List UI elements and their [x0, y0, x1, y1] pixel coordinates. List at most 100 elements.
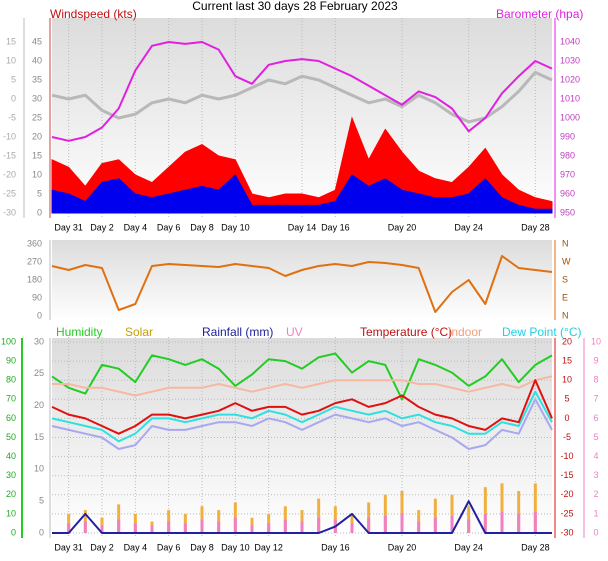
legend-label: Temperature (°C)	[360, 325, 452, 339]
x-tick-label: Day 20	[388, 542, 417, 552]
y-tick-label: 45	[32, 36, 42, 46]
bar	[250, 525, 254, 533]
y-tick-label: 1040	[560, 36, 580, 46]
bar	[283, 519, 287, 533]
y-tick-label: 100	[1, 336, 16, 346]
bar	[433, 517, 437, 533]
y-tick-label: S	[562, 274, 568, 284]
y-tick-label: 20	[6, 489, 16, 499]
y-tick-label: 15	[6, 36, 16, 46]
bar	[133, 523, 137, 533]
y-tick-label: E	[562, 292, 568, 302]
bar	[267, 523, 271, 533]
y-tick-label: 10	[562, 375, 572, 385]
bar	[483, 487, 487, 533]
y-tick-label: -25	[560, 508, 573, 518]
bar	[300, 521, 304, 533]
bar	[483, 513, 487, 533]
y-tick-label: 25	[34, 368, 44, 378]
y-tick-label: 1020	[560, 74, 580, 84]
y-tick-label: 360	[27, 238, 42, 248]
line	[52, 375, 553, 397]
y-tick-label: 15	[562, 355, 572, 365]
y-tick-label: 10	[591, 336, 601, 346]
x-tick-label: Day 28	[521, 222, 550, 232]
y-tick-label: 20	[34, 400, 44, 410]
y-tick-label: 5	[39, 496, 44, 506]
x-tick-label: Day 4	[124, 542, 148, 552]
y-tick-label: 5	[564, 394, 569, 404]
x-tick-label: Day 28	[521, 542, 550, 552]
y-tick-label: 8	[593, 375, 598, 385]
x-tick-label: Day 2	[90, 542, 114, 552]
y-tick-label: -25	[3, 188, 16, 198]
x-tick-label: Day 16	[321, 222, 350, 232]
bar	[167, 521, 171, 533]
legend-label: Dew Point (°C)	[502, 325, 581, 339]
y-tick-label: 15	[34, 432, 44, 442]
bar	[350, 523, 354, 533]
bar	[533, 511, 537, 533]
y-tick-label: 30	[32, 93, 42, 103]
y-tick-label: 5	[11, 74, 16, 84]
x-tick-label: Day 4	[124, 222, 148, 232]
y-tick-label: N	[562, 310, 569, 320]
x-tick-label: Day 8	[190, 542, 214, 552]
bar	[150, 525, 154, 533]
bar	[433, 498, 437, 533]
bar	[533, 483, 537, 533]
x-tick-label: Day 24	[454, 222, 483, 232]
x-tick-label: Day 12	[254, 542, 283, 552]
bar	[233, 517, 237, 533]
y-tick-label: 0	[593, 527, 598, 537]
line	[51, 379, 553, 435]
y-tick-label: -20	[3, 169, 16, 179]
y-tick-label: -20	[560, 489, 573, 499]
y-tick-label: 60	[6, 413, 16, 423]
y-axis-label: Windspeed (kts)	[50, 7, 137, 21]
y-tick-label: 180	[27, 274, 42, 284]
bar	[517, 490, 521, 533]
legend-label: Indoor	[448, 325, 482, 339]
x-tick-label: Day 14	[288, 222, 317, 232]
line	[51, 70, 553, 124]
bar	[83, 521, 87, 533]
y-tick-label: W	[562, 256, 571, 266]
y-tick-label: 5	[593, 432, 598, 442]
y-tick-label: 0	[564, 413, 569, 423]
y-tick-label: 1010	[560, 93, 580, 103]
x-tick-label: Day 31	[54, 222, 83, 232]
y-tick-label: 7	[593, 394, 598, 404]
y-tick-label: 0	[39, 527, 44, 537]
bar	[67, 523, 71, 533]
bar	[117, 519, 121, 533]
bar	[383, 515, 387, 533]
y-tick-label: 1030	[560, 55, 580, 65]
x-tick-label: Day 31	[54, 542, 83, 552]
legend-label: Rainfall (mm)	[202, 325, 273, 339]
x-tick-label: Day 10	[221, 222, 250, 232]
bar	[450, 515, 454, 533]
bar	[317, 498, 321, 533]
bar	[117, 504, 121, 533]
y-tick-label: -10	[560, 451, 573, 461]
bar	[500, 483, 504, 533]
y-tick-label: 10	[6, 508, 16, 518]
y-tick-label: 270	[27, 256, 42, 266]
y-tick-label: 70	[6, 394, 16, 404]
y-tick-label: 0	[11, 93, 16, 103]
x-tick-label: Day 6	[157, 222, 181, 232]
bar	[367, 517, 371, 533]
bar	[183, 523, 187, 533]
line	[52, 500, 552, 534]
y-tick-label: 0	[37, 310, 42, 320]
y-tick-label: -15	[560, 470, 573, 480]
line	[51, 255, 553, 313]
x-tick-label: Day 20	[388, 222, 417, 232]
y-tick-label: -10	[3, 131, 16, 141]
y-tick-label: 40	[32, 55, 42, 65]
bar	[217, 521, 221, 533]
y-tick-label: 9	[593, 355, 598, 365]
y-tick-label: 10	[6, 55, 16, 65]
y-tick-label: 970	[560, 169, 575, 179]
